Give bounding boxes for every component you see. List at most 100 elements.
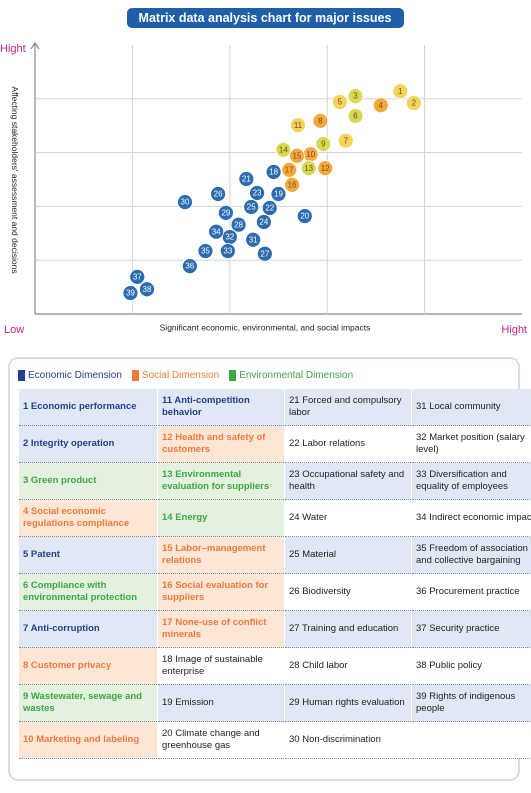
legend-swatch: [18, 370, 25, 381]
point-label: 20: [300, 212, 309, 221]
point: [300, 160, 317, 177]
legend-item: Economic Dimension: [18, 370, 122, 381]
table-row: 7 Anti-corruption 17 None-use of conflict…: [18, 610, 531, 648]
point-label: 27: [260, 249, 269, 258]
table-cell: 23 Occupational safety and health: [284, 462, 412, 500]
point: [347, 88, 364, 105]
point-label: 29: [221, 208, 230, 217]
point-label: 24: [259, 218, 268, 227]
point: [337, 132, 354, 149]
point-label: 18: [269, 168, 278, 177]
table-cell: 14 Energy: [157, 499, 285, 537]
point: [255, 214, 272, 230]
table-cell: 35 Freedom of association and collective…: [411, 536, 531, 574]
point: [139, 281, 155, 298]
table-cell: 25 Material: [284, 536, 412, 574]
point: [181, 258, 198, 275]
table-cell: 31 Local community: [411, 389, 531, 426]
point-label: 3: [353, 92, 358, 101]
issue-table: 1 Economic performance 11 Anti-competitio…: [18, 389, 531, 759]
point-label: 37: [133, 272, 142, 281]
legend-label: Social Dimension: [141, 370, 220, 381]
legend-swatch: [229, 370, 237, 381]
point: [392, 83, 409, 100]
table-cell: 16 Social evaluation for suppliers: [157, 573, 285, 611]
table-cell: 12 Health and safety of customers: [157, 425, 285, 463]
table-cell: 29 Human rights evaluation: [284, 684, 412, 722]
table-row: 5 Patent 15 Labor–management relations 25 …: [18, 536, 531, 574]
point-label: 28: [234, 220, 243, 229]
table-row: 8 Customer privacy 18 Image of sustainabl…: [18, 647, 531, 685]
point: [265, 164, 282, 180]
table-cell: 28 Child labor: [284, 647, 412, 685]
point: [122, 285, 139, 301]
point-label: 11: [294, 121, 303, 130]
table-cell: 24 Water: [284, 499, 412, 537]
point: [249, 185, 265, 201]
table-cell: 17 None-use of conflict minerals: [157, 610, 285, 648]
point: [177, 194, 193, 210]
point-label: 26: [214, 190, 223, 199]
table-cell: 7 Anti-corruption: [18, 610, 158, 648]
point: [275, 142, 292, 158]
x-axis-label: Significant economic, environmental, and…: [160, 322, 371, 332]
point: [230, 216, 247, 233]
point: [347, 108, 364, 124]
point-label: 17: [285, 165, 294, 174]
point-label: 6: [353, 112, 358, 121]
point-label: 13: [304, 164, 313, 173]
table-row: 10 Marketing and labeling 20 Climate chan…: [18, 721, 531, 759]
point: [317, 160, 334, 177]
point-label: 19: [274, 190, 283, 199]
table-cell: 37 Security practice: [411, 610, 531, 648]
point-label: 4: [379, 101, 384, 110]
y-axis-label: Affecting stakeholders' assessment and d…: [10, 86, 20, 273]
table-cell: 10 Marketing and labeling: [18, 721, 158, 759]
x-low-label: Low: [4, 324, 24, 336]
chart: Matrix data analysis chart for major iss…: [0, 8, 527, 336]
point-label: 15: [293, 151, 302, 160]
table-cell: 26 Biodiversity: [284, 573, 412, 611]
table-cell: 9 Wastewater, sewage and wastes: [18, 684, 158, 722]
point: [312, 112, 329, 129]
point-label: 7: [343, 136, 348, 145]
point-label: 16: [288, 180, 297, 189]
point-label: 23: [253, 189, 262, 198]
point-label: 33: [223, 247, 232, 256]
table-cell: 6 Compliance with environmental protecti…: [18, 573, 158, 611]
point-label: 12: [321, 164, 330, 173]
table-cell: 8 Customer privacy: [18, 647, 158, 685]
table-row: 2 Integrity operation 12 Health and safet…: [18, 425, 531, 463]
point-label: 25: [247, 203, 256, 212]
x-high-label: Hight: [501, 324, 527, 336]
table-row: 1 Economic performance 11 Anti-competitio…: [18, 389, 531, 426]
point-label: 9: [321, 140, 326, 149]
table-cell: 4 Social economic regulations compliance: [18, 499, 158, 537]
point: [372, 97, 389, 114]
point: [284, 176, 301, 193]
point: [270, 186, 287, 202]
point-label: 14: [279, 146, 288, 155]
table-cell: 18 Image of sustainable enterprise: [157, 647, 285, 685]
point-label: 39: [126, 289, 135, 298]
point: [243, 199, 260, 215]
point-label: 1: [398, 87, 403, 96]
point: [129, 268, 146, 285]
point: [219, 243, 236, 259]
legend-label: Economic Dimension: [28, 370, 122, 381]
legend-label: Environmental Dimension: [239, 370, 354, 381]
point-label: 30: [181, 198, 190, 207]
point: [281, 161, 298, 178]
table-cell: 19 Emission: [157, 684, 285, 722]
table-cell: 3 Green product: [18, 462, 158, 500]
legend-item: Environmental Dimension: [229, 370, 353, 381]
point-label: 22: [265, 204, 274, 213]
legend-item: Social Dimension: [131, 370, 220, 381]
table-cell: 22 Labor relations: [284, 425, 412, 463]
chart-title: Matrix data analysis chart for major iss…: [139, 11, 392, 25]
table-row: 4 Social economic regulations compliance…: [18, 499, 531, 537]
table-cell: 39 Rights of indigenous people: [411, 684, 531, 722]
table-cell: 36 Procurement practice: [411, 573, 531, 611]
point: [238, 171, 255, 187]
